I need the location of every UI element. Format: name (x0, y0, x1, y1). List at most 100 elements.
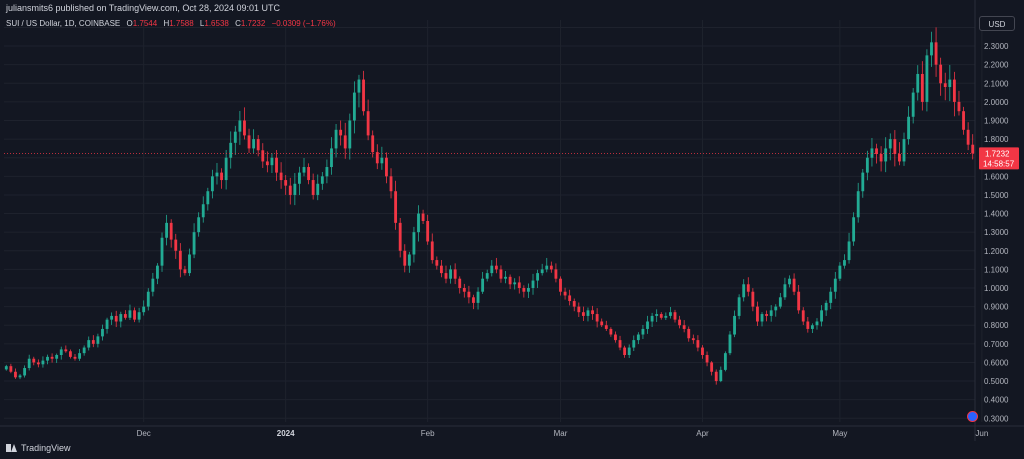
candle-body (156, 265, 159, 279)
x-tick-label: Apr (696, 429, 709, 438)
candle-body (224, 157, 228, 181)
candle-body (197, 217, 201, 233)
candle-body (792, 278, 796, 292)
candle-body (902, 139, 906, 162)
candle-body (549, 265, 553, 270)
open-label: O (126, 19, 133, 28)
candle-body (362, 79, 365, 112)
candle-body (133, 310, 136, 320)
candle-body (215, 172, 219, 177)
candle-body (865, 157, 869, 173)
candle-body (4, 366, 8, 370)
currency-button[interactable]: USD (979, 16, 1015, 31)
candle-body (188, 254, 191, 274)
candle-body (916, 73, 920, 93)
candle-body (563, 291, 567, 296)
candle-body (417, 213, 420, 233)
candle-body (348, 120, 352, 149)
candle-body (650, 315, 654, 322)
candle-body (302, 167, 306, 173)
candle-body (265, 161, 269, 166)
candle-body (678, 319, 681, 326)
tradingview-logo[interactable]: TradingView (6, 443, 71, 453)
change-value: −0.0309 (−1.76%) (271, 19, 336, 28)
candle-body (183, 269, 187, 274)
candle-body (756, 306, 759, 322)
symbol-title[interactable]: SUI / US Dollar, 1D, COINBASE (6, 19, 121, 28)
candle-body (934, 42, 938, 65)
candle-body (806, 321, 810, 329)
candle-body (627, 347, 631, 355)
high-label: H (163, 19, 170, 28)
candle-body (288, 185, 292, 195)
candle-body (723, 353, 727, 370)
candle-body (430, 241, 434, 261)
candle-body (783, 284, 787, 298)
candle-body (59, 349, 63, 355)
candle-body (595, 314, 599, 322)
tradingview-brand-text: TradingView (21, 443, 71, 453)
candle-body (494, 265, 498, 270)
candle-body (23, 368, 27, 376)
candle-body (577, 306, 581, 313)
candle-body (623, 347, 627, 355)
x-tick-label: Jun (975, 429, 988, 438)
candle-body (966, 129, 970, 145)
price-axis[interactable]: 0.3000 0.4000 0.5000 0.6000 0.7000 0.8000 0.90… (979, 23, 1019, 423)
candle-body (316, 183, 320, 195)
candle-body (705, 355, 709, 363)
candle-body (307, 167, 311, 181)
y-tick-label: 2.3000 (984, 42, 1009, 51)
candle-body (334, 129, 338, 149)
x-tick-label: Mar (554, 429, 568, 438)
candle-body (948, 79, 952, 87)
candle-body (357, 79, 361, 93)
open-value: 1.7544 (132, 19, 158, 28)
candle-body (888, 139, 892, 149)
candle-body (119, 314, 123, 322)
y-tick-label: 0.8000 (984, 321, 1009, 330)
y-tick-label: 1.6000 (984, 172, 1009, 181)
candle-body (760, 314, 764, 322)
y-tick-label: 1.8000 (984, 135, 1009, 144)
candle-body (618, 340, 622, 348)
candle-body (815, 321, 819, 326)
y-tick-label: 0.7000 (984, 340, 1009, 349)
candle-body (504, 276, 507, 279)
candle-body (861, 172, 865, 192)
candle-body (879, 154, 883, 162)
candle-body (110, 315, 114, 320)
candle-body (701, 347, 704, 355)
candle-body (930, 42, 933, 56)
candle-body (609, 328, 613, 335)
candle-body (911, 92, 915, 117)
candle-body (9, 366, 13, 372)
candle-body (682, 325, 686, 329)
candle-body (279, 172, 283, 181)
candle-body (371, 135, 375, 153)
candle-body (407, 254, 411, 266)
last-price-tag (979, 147, 1019, 170)
candle-body (165, 222, 169, 238)
candle-body (325, 167, 329, 177)
x-tick-label: Feb (421, 429, 435, 438)
candle-body (957, 101, 961, 112)
candle-body (412, 232, 416, 255)
candle-body (646, 321, 649, 329)
low-value: 1.6538 (204, 19, 229, 28)
candle-body (774, 306, 778, 311)
candle-body (284, 180, 288, 186)
candle-body (939, 64, 943, 84)
candle-body (884, 148, 888, 162)
y-tick-label: 0.9000 (984, 303, 1009, 312)
flag-icon[interactable] (967, 411, 978, 422)
y-tick-label: 1.3000 (984, 228, 1009, 237)
candle-body (137, 312, 141, 320)
y-tick-label: 0.6000 (984, 358, 1009, 367)
candle-body (852, 217, 856, 242)
candle-body (46, 356, 49, 361)
candle-body (50, 356, 54, 359)
time-axis[interactable]: Dec2024FebMarAprMayJunJulAugSepOct (137, 429, 1024, 438)
candle-body (531, 280, 535, 288)
